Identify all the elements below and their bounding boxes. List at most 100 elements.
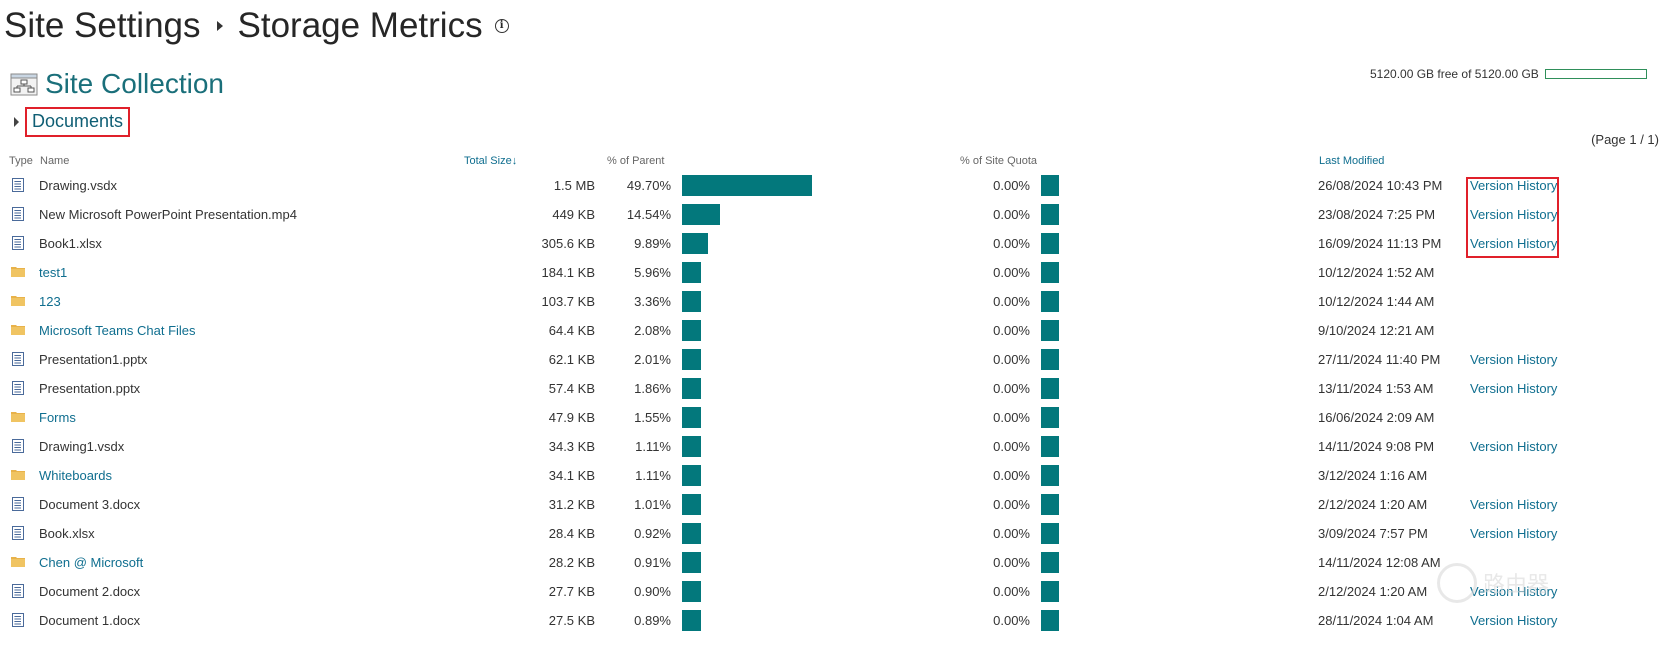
site-collection-title: Site Collection <box>45 68 224 99</box>
column-header-pct-parent: % of Parent <box>607 155 665 167</box>
item-name: Drawing.vsdx <box>39 178 118 193</box>
item-pct-parent: 1.86% <box>634 381 671 396</box>
document-icon <box>12 613 24 627</box>
table-row: Document 3.docx 31.2 KB 1.01% 0.00% 2/12/202… <box>0 490 1671 519</box>
document-icon <box>12 352 24 366</box>
item-last-modified: 3/12/2024 1:16 AM <box>1318 468 1428 483</box>
pct-quota-bar <box>1041 262 1059 283</box>
document-icon <box>12 439 24 453</box>
pct-quota-bar <box>1041 233 1059 254</box>
item-name[interactable]: Chen @ Microsoft <box>39 555 144 570</box>
version-history-link[interactable]: Version History <box>1470 526 1558 541</box>
item-pct-quota: 0.00% <box>993 584 1030 599</box>
item-last-modified: 23/08/2024 7:25 PM <box>1318 207 1436 222</box>
total-size-label: Total Size <box>464 155 512 167</box>
item-name: Document 3.docx <box>39 497 141 512</box>
item-last-modified: 16/06/2024 2:09 AM <box>1318 410 1435 425</box>
pct-quota-bar <box>1041 204 1059 225</box>
item-last-modified: 16/09/2024 11:13 PM <box>1318 236 1442 251</box>
item-name[interactable]: Forms <box>39 410 76 425</box>
item-size: 62.1 KB <box>548 352 595 367</box>
version-history-link[interactable]: Version History <box>1470 236 1558 251</box>
pct-parent-bar <box>682 378 701 399</box>
item-size: 31.2 KB <box>548 497 595 512</box>
item-last-modified: 26/08/2024 10:43 PM <box>1318 178 1443 193</box>
item-pct-parent: 14.54% <box>626 207 671 222</box>
item-pct-parent: 1.11% <box>635 439 671 454</box>
item-size: 34.3 KB <box>548 439 595 454</box>
document-icon <box>12 178 24 192</box>
item-name[interactable]: test1 <box>39 265 68 280</box>
item-size: 34.1 KB <box>548 468 595 483</box>
item-size: 184.1 KB <box>541 265 596 280</box>
version-history-link[interactable]: Version History <box>1470 613 1558 628</box>
version-history-highlight <box>1466 177 1559 258</box>
column-header-name[interactable]: Name <box>40 155 70 167</box>
version-history-link[interactable]: Version History <box>1470 178 1558 193</box>
item-last-modified: 14/11/2024 9:08 PM <box>1318 439 1435 454</box>
column-header-total-size[interactable]: Total Size↓ <box>464 155 517 167</box>
table-row: Chen @ Microsoft 28.2 KB 0.91% 0.00% 14/11/2… <box>0 548 1671 577</box>
quota-bar <box>1544 69 1647 79</box>
version-history-link[interactable]: Version History <box>1470 439 1558 454</box>
table-row: Forms 47.9 KB 1.55% 0.00% 16/06/2024 2:09 AM <box>0 403 1671 432</box>
item-size: 103.7 KB <box>541 294 596 309</box>
item-name[interactable]: Microsoft Teams Chat Files <box>39 323 196 338</box>
info-icon[interactable]: i <box>494 19 509 33</box>
table-row: Book.xlsx 28.4 KB 0.92% 0.00% 3/09/2024 7:57… <box>0 519 1671 548</box>
pct-parent-bar <box>682 523 701 544</box>
page-title: Storage Metrics <box>237 6 483 45</box>
table-row: Document 1.docx 27.5 KB 0.89% 0.00% 28/11/20… <box>0 606 1671 635</box>
pct-quota-bar <box>1041 581 1059 602</box>
version-history-link[interactable]: Version History <box>1470 381 1558 396</box>
item-last-modified: 9/10/2024 12:21 AM <box>1318 323 1435 338</box>
pct-quota-bar <box>1041 175 1059 196</box>
table-row: Presentation.pptx 57.4 KB 1.86% 0.00% 13/11/… <box>0 374 1671 403</box>
item-pct-quota: 0.00% <box>993 410 1030 425</box>
pct-parent-bar <box>682 233 708 254</box>
item-last-modified: 28/11/2024 1:04 AM <box>1318 613 1434 628</box>
column-header-type: Type <box>9 155 33 167</box>
table-row: Whiteboards 34.1 KB 1.11% 0.00% 3/12/2024 1:… <box>0 461 1671 490</box>
watermark-logo-icon <box>1437 563 1477 603</box>
version-history-link[interactable]: Version History <box>1470 584 1558 599</box>
document-icon <box>12 207 24 221</box>
version-history-link[interactable]: Version History <box>1470 207 1558 222</box>
storage-quota: 5120.00 GB free of 5120.00 GB <box>1370 67 1647 81</box>
pagination-label: (Page 1 / 1) <box>1591 132 1659 147</box>
item-pct-quota: 0.00% <box>993 555 1030 570</box>
item-pct-quota: 0.00% <box>993 236 1030 251</box>
breadcrumb-documents[interactable]: Documents <box>25 107 131 137</box>
table-row: New Microsoft PowerPoint Presentation.mp… <box>0 200 1671 229</box>
table-row: Drawing1.vsdx 34.3 KB 1.11% 0.00% 14/11/2024… <box>0 432 1671 461</box>
item-size: 27.5 KB <box>548 613 595 628</box>
watermark: 路由器 <box>1437 563 1549 603</box>
table-row: 123 103.7 KB 3.36% 0.00% 10/12/2024 1:44 AM <box>0 287 1671 316</box>
item-name[interactable]: 123 <box>39 294 61 309</box>
column-header-last-modified[interactable]: Last Modified <box>1319 155 1385 167</box>
breadcrumb-site-settings[interactable]: Site Settings <box>4 6 201 45</box>
pct-parent-bar <box>682 552 701 573</box>
pct-quota-bar <box>1041 523 1059 544</box>
pct-quota-bar <box>1041 349 1059 370</box>
pct-quota-bar <box>1041 320 1059 341</box>
folder-icon <box>11 267 25 277</box>
item-pct-quota: 0.00% <box>993 207 1030 222</box>
item-pct-quota: 0.00% <box>993 613 1030 628</box>
document-icon <box>12 526 24 540</box>
item-last-modified: 2/12/2024 1:20 AM <box>1318 584 1428 599</box>
item-pct-parent: 2.01% <box>634 352 671 367</box>
item-size: 27.7 KB <box>548 584 595 599</box>
table-row: Microsoft Teams Chat Files 64.4 KB 2.08% 0.… <box>0 316 1671 345</box>
item-pct-parent: 1.01% <box>634 497 671 512</box>
item-last-modified: 10/12/2024 1:44 AM <box>1318 294 1435 309</box>
item-size: 1.5 MB <box>553 178 595 193</box>
expand-arrow-icon[interactable] <box>14 117 19 127</box>
version-history-link[interactable]: Version History <box>1470 352 1558 367</box>
pct-quota-bar <box>1041 610 1059 631</box>
pct-quota-bar <box>1041 494 1059 515</box>
item-name[interactable]: Whiteboards <box>39 468 112 483</box>
version-history-link[interactable]: Version History <box>1470 497 1558 512</box>
column-header-pct-quota: % of Site Quota <box>960 155 1038 167</box>
item-pct-parent: 9.89% <box>634 236 671 251</box>
